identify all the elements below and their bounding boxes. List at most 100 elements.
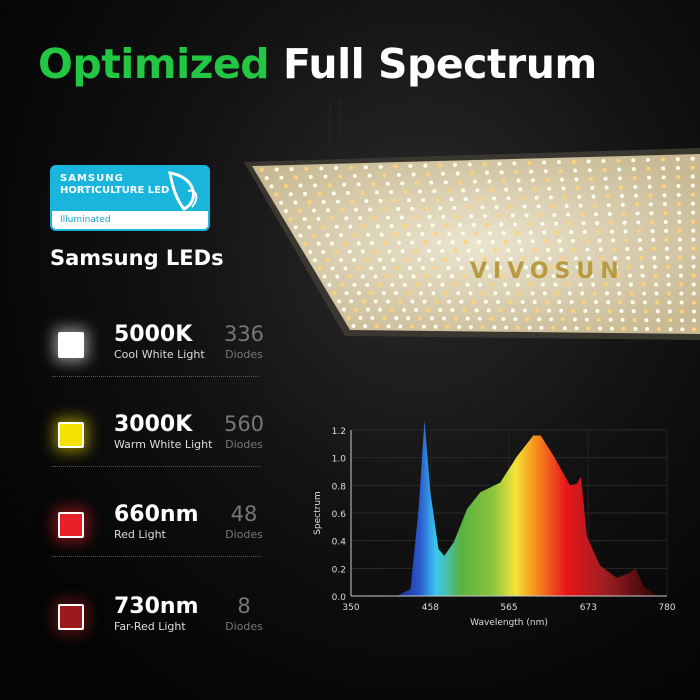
led-diode [455, 214, 460, 219]
led-diode [327, 282, 332, 287]
led-diode [455, 171, 460, 176]
led-diode [459, 299, 464, 304]
led-diode [608, 220, 613, 225]
led-diode [432, 189, 437, 194]
led-diode [628, 282, 633, 287]
led-diode [344, 216, 349, 221]
diode-count: 336 [223, 322, 265, 346]
y-tick-label: 0.8 [332, 482, 347, 492]
led-diode [461, 188, 466, 193]
led-diode [410, 240, 415, 245]
led-diode [547, 186, 552, 191]
led-diode [395, 266, 400, 271]
led-diode [353, 307, 358, 312]
led-label: Red Light [114, 528, 166, 541]
y-tick-label: 0.0 [332, 593, 347, 603]
led-diode [477, 196, 482, 201]
led-diode [446, 188, 451, 193]
led-diode [293, 225, 298, 230]
led-diode [330, 241, 335, 246]
led-diode [312, 258, 317, 263]
led-diode [617, 167, 622, 172]
led-diode [365, 307, 370, 312]
led-diode [571, 308, 576, 313]
led-diode [543, 169, 548, 174]
led-diode [503, 239, 508, 244]
led-diode [414, 307, 419, 312]
led-diode [544, 239, 549, 244]
led-diode [382, 266, 387, 271]
led-diode [343, 241, 348, 246]
led-label: Cool White Light [114, 348, 205, 361]
led-diode [429, 316, 434, 321]
led-diode [434, 299, 439, 304]
y-tick-label: 1.2 [332, 427, 346, 437]
led-diode [470, 171, 475, 176]
led-diode [440, 282, 445, 287]
led-diode [323, 174, 328, 179]
led-diode [589, 177, 594, 181]
led-diode [655, 309, 660, 314]
led-diode [512, 161, 517, 166]
diode-unit: Diodes [225, 620, 263, 633]
led-diode [516, 178, 521, 183]
led-diode [609, 229, 614, 234]
led-diode [372, 215, 377, 220]
led-diode [590, 185, 595, 190]
led-diode [515, 230, 520, 235]
led-diode [690, 183, 695, 188]
led-diode [629, 291, 634, 296]
led-diode [650, 229, 655, 234]
led-diode [677, 210, 682, 215]
led-diode [644, 318, 649, 323]
led-diode [274, 167, 279, 172]
led-diode [526, 222, 531, 226]
led-diode [385, 299, 390, 304]
led-diode [389, 224, 394, 228]
color-swatch [58, 604, 84, 630]
led-diode [524, 213, 529, 218]
led-diode [596, 229, 601, 234]
led-diode [557, 239, 562, 244]
led-diode [475, 274, 480, 279]
led-item: 5000K Cool White Light 336 Diodes [52, 318, 272, 378]
led-diode [307, 225, 312, 230]
divider [52, 466, 260, 467]
led-diode [627, 264, 632, 269]
led-diode [483, 299, 488, 304]
led-item: 730nm Far-Red Light 8 Diodes [52, 590, 272, 650]
led-diode [677, 219, 682, 224]
led-diode [340, 207, 345, 212]
led-diode [559, 247, 564, 252]
title-white: Full Spectrum [282, 40, 597, 88]
diode-count: 48 [230, 502, 258, 526]
led-diode [575, 265, 580, 270]
led-diode [438, 163, 443, 168]
led-diode [574, 326, 579, 331]
led-diode [344, 291, 349, 296]
led-diode [321, 225, 326, 229]
led-diode [433, 265, 438, 270]
led-diode [446, 265, 451, 270]
led-diode [410, 324, 415, 329]
led-diode [631, 158, 636, 163]
led-diode [508, 204, 513, 209]
led-diode [298, 233, 303, 238]
led-diode [465, 316, 470, 321]
led-diode [613, 256, 618, 261]
led-diode [645, 326, 650, 331]
led-diode [616, 282, 621, 287]
led-diode [393, 164, 398, 169]
x-tick-label: 673 [580, 603, 597, 613]
led-diode [363, 165, 368, 170]
led-diode [352, 257, 357, 262]
led-diode [514, 170, 519, 174]
led-diode [347, 274, 352, 279]
led-diode [365, 257, 370, 262]
led-diode [284, 184, 289, 188]
led-diode [347, 249, 352, 254]
led-diode [343, 266, 348, 271]
led-diode [496, 213, 501, 218]
led-diode [505, 291, 510, 296]
led-diode [348, 165, 353, 170]
